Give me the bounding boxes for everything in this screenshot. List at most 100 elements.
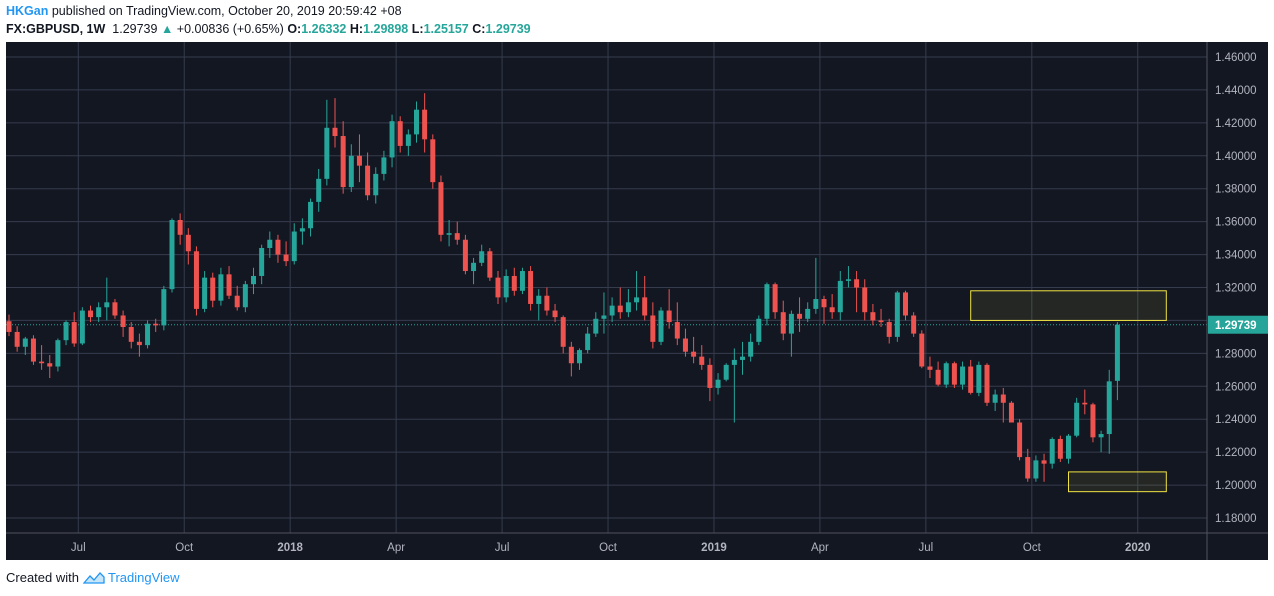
candle-up (161, 285, 167, 331)
candle-body (951, 363, 957, 385)
candle-down (47, 355, 53, 379)
candle-down (283, 241, 289, 267)
candle-body (976, 364, 982, 393)
y-tick-label: 1.38000 (1215, 184, 1257, 196)
candle-body (780, 312, 786, 334)
y-tick-label: 1.40000 (1215, 151, 1257, 163)
x-tick-label: 2018 (277, 542, 303, 554)
grid (6, 42, 1207, 533)
author-name[interactable]: HKGan (6, 4, 49, 18)
candle-down (356, 134, 362, 183)
candle-body (601, 315, 607, 319)
candle-up (960, 361, 966, 390)
candle-down (560, 315, 566, 354)
candle-body (519, 271, 525, 291)
candle-down (780, 300, 786, 341)
candle-down (862, 279, 868, 321)
candle-up (389, 114, 395, 168)
candle-up (756, 315, 762, 346)
y-tick-label: 1.22000 (1215, 447, 1257, 459)
candle-body (79, 310, 85, 344)
candle-body (1098, 434, 1104, 438)
candle-down (30, 335, 36, 365)
candle-body (145, 323, 151, 346)
candle-body (585, 333, 591, 351)
high-value: 1.29898 (363, 22, 409, 36)
candle-body (348, 155, 354, 188)
candle-body (55, 340, 61, 367)
candle-up (764, 282, 770, 326)
candle-body (299, 228, 305, 232)
change-text: +0.00836 (+0.65%) (176, 22, 284, 36)
candle-body (438, 182, 444, 235)
candle-down (650, 302, 656, 349)
candle-down (112, 299, 118, 319)
candle-body (837, 280, 843, 313)
candle-up (1066, 434, 1071, 464)
candle-down (886, 318, 892, 344)
candle-body (128, 327, 134, 342)
candle-body (707, 364, 713, 388)
candle-down (642, 275, 648, 321)
candle-up (723, 363, 729, 382)
candle-down (552, 303, 558, 323)
candle-down (422, 93, 428, 153)
candle-body (177, 219, 183, 235)
candle-body (47, 363, 53, 367)
candle-up (348, 144, 354, 193)
candle-down (136, 333, 142, 357)
candle-up (593, 312, 599, 337)
candle-body (650, 315, 656, 342)
tradingview-brand-link[interactable]: TradingView (107, 570, 180, 585)
candle-body (617, 305, 623, 313)
candle-body (405, 134, 411, 146)
candle-down (674, 302, 680, 346)
candle-body (845, 279, 851, 281)
candle-down (6, 314, 12, 337)
close-label: C: (472, 22, 486, 36)
publish-info: HKGan published on TradingView.com, Octo… (6, 4, 402, 18)
candle-body (365, 165, 371, 196)
candle-body (886, 322, 892, 337)
candle-down (226, 266, 232, 300)
candle-body (96, 307, 102, 318)
candle-up (145, 320, 151, 349)
candle-body (960, 366, 966, 385)
candle-body (731, 359, 737, 365)
candle-body (560, 317, 566, 347)
footer: Created with TradingView (6, 570, 180, 585)
candle-down (617, 287, 623, 319)
candle-body (682, 338, 688, 352)
candle-body (193, 251, 199, 309)
candle-up (837, 271, 843, 321)
candle-up (63, 320, 69, 346)
candle-body (748, 341, 754, 357)
candle-up (446, 219, 452, 247)
candle-body (316, 178, 322, 202)
candle-up (813, 257, 819, 314)
candle-up (299, 218, 305, 245)
x-tick-label: Oct (1023, 542, 1042, 554)
candle-body (226, 274, 232, 296)
candle-up (577, 348, 582, 370)
candle-down (234, 285, 240, 311)
candle-down (951, 361, 957, 388)
candle-body (414, 109, 419, 135)
candle-body (185, 234, 191, 252)
candle-down (528, 266, 534, 311)
candle-up (609, 297, 615, 323)
candle-body (740, 356, 745, 360)
x-tick-label: Jul (71, 542, 86, 554)
candle-down (707, 358, 713, 402)
candle-up (308, 198, 314, 237)
candle-up (405, 129, 411, 156)
candle-body (446, 233, 452, 235)
candle-body (153, 323, 159, 326)
tradingview-logo-icon (82, 571, 105, 584)
candle-down (1090, 402, 1096, 443)
candle-body (389, 121, 395, 158)
candle-body (764, 284, 770, 319)
candle-up (748, 333, 754, 362)
candle-body (430, 139, 436, 183)
